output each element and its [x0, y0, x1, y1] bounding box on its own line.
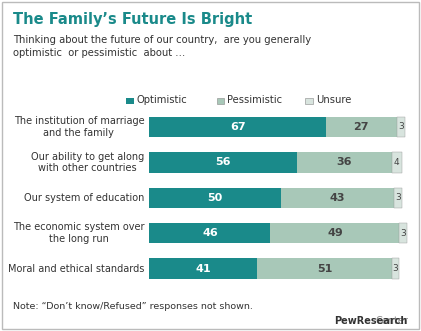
Text: Pessimistic: Pessimistic: [227, 95, 282, 105]
Bar: [149, 258, 257, 279]
Bar: [326, 117, 397, 137]
Text: 36: 36: [336, 157, 352, 167]
Bar: [400, 223, 408, 244]
Text: 3: 3: [395, 193, 401, 202]
Text: 4: 4: [394, 158, 400, 167]
Bar: [394, 187, 402, 208]
Text: 50: 50: [208, 193, 223, 203]
Text: 41: 41: [196, 263, 211, 274]
Bar: [271, 223, 400, 244]
Text: 46: 46: [202, 228, 218, 238]
Text: 3: 3: [393, 264, 398, 273]
Bar: [297, 152, 392, 173]
Text: PewResearch: PewResearch: [335, 316, 408, 326]
Bar: [149, 223, 271, 244]
Text: Our system of education: Our system of education: [24, 193, 144, 203]
Text: 67: 67: [230, 122, 245, 132]
Bar: [149, 187, 281, 208]
Bar: [392, 152, 402, 173]
Text: The economic system over
the long run: The economic system over the long run: [13, 222, 144, 244]
Text: 56: 56: [216, 157, 231, 167]
Text: Moral and ethical standards: Moral and ethical standards: [8, 263, 144, 274]
Text: Center: Center: [376, 316, 408, 326]
Text: 49: 49: [327, 228, 343, 238]
Text: The Family’s Future Is Bright: The Family’s Future Is Bright: [13, 12, 252, 26]
Bar: [149, 117, 326, 137]
Text: 27: 27: [354, 122, 369, 132]
Bar: [392, 258, 400, 279]
Bar: [281, 187, 394, 208]
Bar: [257, 258, 392, 279]
Text: Note: “Don’t know/Refused” responses not shown.: Note: “Don’t know/Refused” responses not…: [13, 302, 253, 311]
Text: Unsure: Unsure: [316, 95, 351, 105]
Text: Our ability to get along
with other countries: Our ability to get along with other coun…: [31, 152, 144, 173]
Text: 3: 3: [398, 122, 404, 131]
Text: 3: 3: [400, 229, 406, 238]
Text: Optimistic: Optimistic: [137, 95, 188, 105]
Text: 51: 51: [317, 263, 332, 274]
Bar: [149, 152, 297, 173]
Bar: [397, 117, 405, 137]
Text: 43: 43: [330, 193, 345, 203]
Text: The institution of marriage
and the family: The institution of marriage and the fami…: [13, 116, 144, 138]
Text: Thinking about the future of our country,  are you generally
optimistic  or pess: Thinking about the future of our country…: [13, 35, 311, 58]
